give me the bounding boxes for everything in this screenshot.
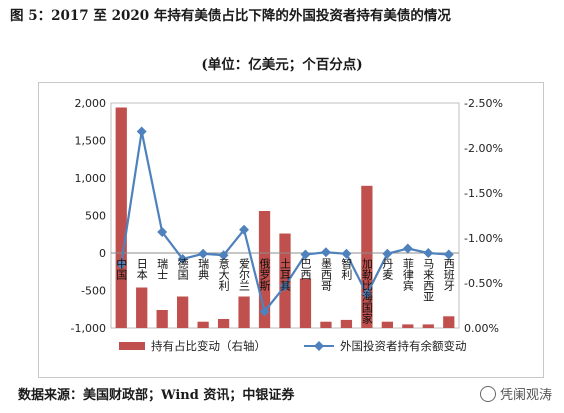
watermark-logo: 凭阑观涛 (479, 384, 552, 403)
bar (258, 211, 271, 328)
line-point (136, 126, 147, 137)
category-label: 意大利 (217, 257, 230, 291)
line-point (218, 250, 229, 261)
chart-title: 图 5：2017 至 2020 年持有美债占比下降的外国投资者持有美债的情况 (10, 8, 451, 24)
bar (177, 296, 189, 328)
source-note: 数据来源：美国财政部；Wind 资讯；中银证券 (18, 388, 295, 403)
chart-area: -1,000 -500 0 500 1,000 1,500 2,000 0.00% -0.50%… (38, 82, 544, 378)
legend-bar-swatch (119, 342, 145, 350)
category-label: 土耳其 (279, 258, 292, 292)
category-label: 墨西哥 (319, 258, 332, 291)
bar (238, 296, 250, 328)
y-left-tick-label: 2,000 (75, 97, 107, 110)
bar (156, 310, 168, 328)
y-right-tick-label: -1.00% (464, 232, 503, 245)
chart-svg: -1,000 -500 0 500 1,000 1,500 2,000 0.00% -0.50%… (71, 97, 503, 353)
y-left-tick-label: 500 (85, 210, 106, 223)
y-left-tick-label: -1,000 (71, 322, 106, 335)
category-label: 智利 (340, 257, 353, 280)
line-point (198, 248, 209, 259)
category-label: 马来西亚 (422, 258, 435, 302)
y-right-tick-label: -0.50% (464, 277, 503, 290)
legend-bar-label: 持有占比变动（右轴） (151, 339, 266, 353)
category-label: 菲律宾 (401, 258, 414, 291)
y-left-tick-label: 1,000 (75, 172, 107, 185)
category-label: 西班牙 (442, 258, 455, 292)
category-label: 巴西 (299, 258, 312, 280)
category-label: 加勒比海国家 (360, 258, 373, 324)
bar (136, 287, 148, 328)
bar (115, 107, 127, 328)
bar (361, 185, 373, 328)
y-left-tick-label: 0 (99, 247, 106, 260)
bar (402, 324, 414, 328)
legend-line-label: 外国投资者持有余额变动 (340, 339, 467, 353)
category-label: 俄罗斯 (258, 258, 271, 292)
category-label: 瑞典 (197, 257, 210, 281)
category-label: 中国 (115, 258, 128, 281)
bar (197, 321, 209, 328)
legend-line-marker (314, 341, 324, 351)
bar (443, 316, 455, 328)
y-right-tick-label: -2.50% (464, 97, 503, 110)
y-left-tick-label: 1,500 (75, 135, 107, 148)
y-right-tick-label: 0.00% (464, 322, 499, 335)
bar (299, 278, 312, 328)
bar (422, 324, 434, 328)
bar (320, 321, 332, 328)
wechat-logo-icon (479, 386, 496, 402)
bar (279, 233, 291, 328)
bar (217, 319, 230, 328)
line-point (177, 254, 188, 264)
category-label: 德国 (176, 257, 189, 281)
y-right-tick-label: -1.50% (464, 187, 503, 200)
line-point (320, 247, 331, 258)
line-point (402, 243, 413, 254)
chart-subtitle: (单位：亿美元；个百分点) (201, 57, 363, 73)
line-point (239, 224, 250, 235)
bar (340, 319, 353, 328)
watermark-text: 凭阑观涛 (499, 388, 552, 403)
line-point (423, 248, 434, 258)
line-point (157, 227, 168, 237)
y-left-tick-label: -500 (81, 285, 106, 298)
category-label: 瑞士 (156, 257, 169, 280)
y-right-tick-label: -2.00% (464, 142, 503, 155)
bar (381, 321, 393, 328)
category-label: 日本 (135, 258, 148, 281)
category-label: 爱尔兰 (238, 258, 251, 291)
category-label: 丹麦 (381, 258, 394, 281)
